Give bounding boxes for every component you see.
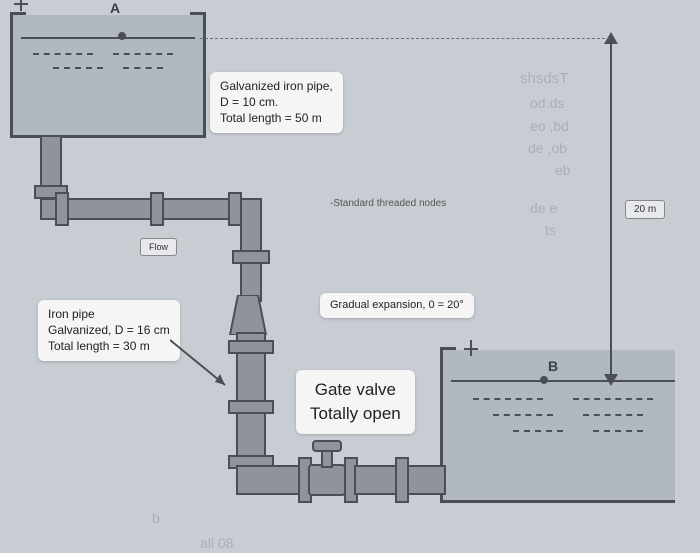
dim-ext-top — [200, 38, 610, 39]
tank-b-tick — [464, 348, 478, 350]
label-valve: Gate valve Totally open — [296, 370, 415, 434]
tank-b-marker — [540, 376, 548, 384]
label-pipe2-line1: Iron pipe — [48, 306, 170, 322]
ghost-text: b — [152, 510, 160, 526]
label-pipe2: Iron pipe Galvanized, D = 16 cm Total le… — [38, 300, 180, 361]
ghost-text: eo ,bd — [530, 118, 569, 134]
label-expansion-text: Gradual expansion, 0 = 20° — [330, 299, 464, 311]
tank-a-tick — [14, 3, 28, 5]
label-pipe1: Galvanized iron pipe, D = 10 cm. Total l… — [210, 72, 343, 133]
label-pipe2-line2: Galvanized, D = 16 cm — [48, 322, 170, 338]
ghost-text: shsdsT — [520, 70, 568, 87]
tank-a-marker — [118, 32, 126, 40]
tank-a — [10, 15, 206, 138]
label-expansion: Gradual expansion, 0 = 20° — [320, 293, 474, 318]
ghost-text: de ,ob — [528, 140, 567, 156]
arrow-pipe2 — [170, 330, 240, 400]
tank-a-tick — [20, 0, 22, 11]
gate-valve-icon — [308, 464, 346, 496]
label-height: 20 m — [625, 200, 665, 219]
flange — [55, 192, 69, 226]
gradual-expansion-icon — [228, 295, 274, 335]
dim-vertical — [610, 40, 612, 380]
tank-a-label: A — [110, 0, 120, 16]
pipe-small-h1 — [40, 198, 244, 220]
valve-wheel — [312, 440, 342, 452]
label-pipe2-line3: Total length = 30 m — [48, 338, 170, 354]
label-valve-line1: Gate valve — [310, 378, 401, 402]
dim-arrow-bot-icon — [604, 372, 618, 386]
ghost-text: od.ds — [530, 95, 564, 111]
label-nodes: -Standard threaded nodes — [330, 198, 446, 209]
ghost-text: ts — [545, 222, 556, 238]
flange — [228, 400, 274, 414]
tank-b-label: B — [548, 358, 558, 374]
label-pipe1-line1: Galvanized iron pipe, — [220, 78, 333, 94]
flange — [232, 250, 270, 264]
flange — [395, 457, 409, 503]
label-pipe1-line3: Total length = 50 m — [220, 110, 333, 126]
label-valve-line2: Totally open — [310, 402, 401, 426]
label-pipe1-line2: D = 10 cm. — [220, 94, 333, 110]
ghost-text: eb — [555, 162, 571, 178]
dim-arrow-top-icon — [604, 32, 618, 46]
ghost-text: de e — [530, 200, 557, 216]
flange — [150, 192, 164, 226]
label-flow: Flow — [140, 238, 177, 256]
ghost-text: all 08 — [200, 535, 233, 551]
